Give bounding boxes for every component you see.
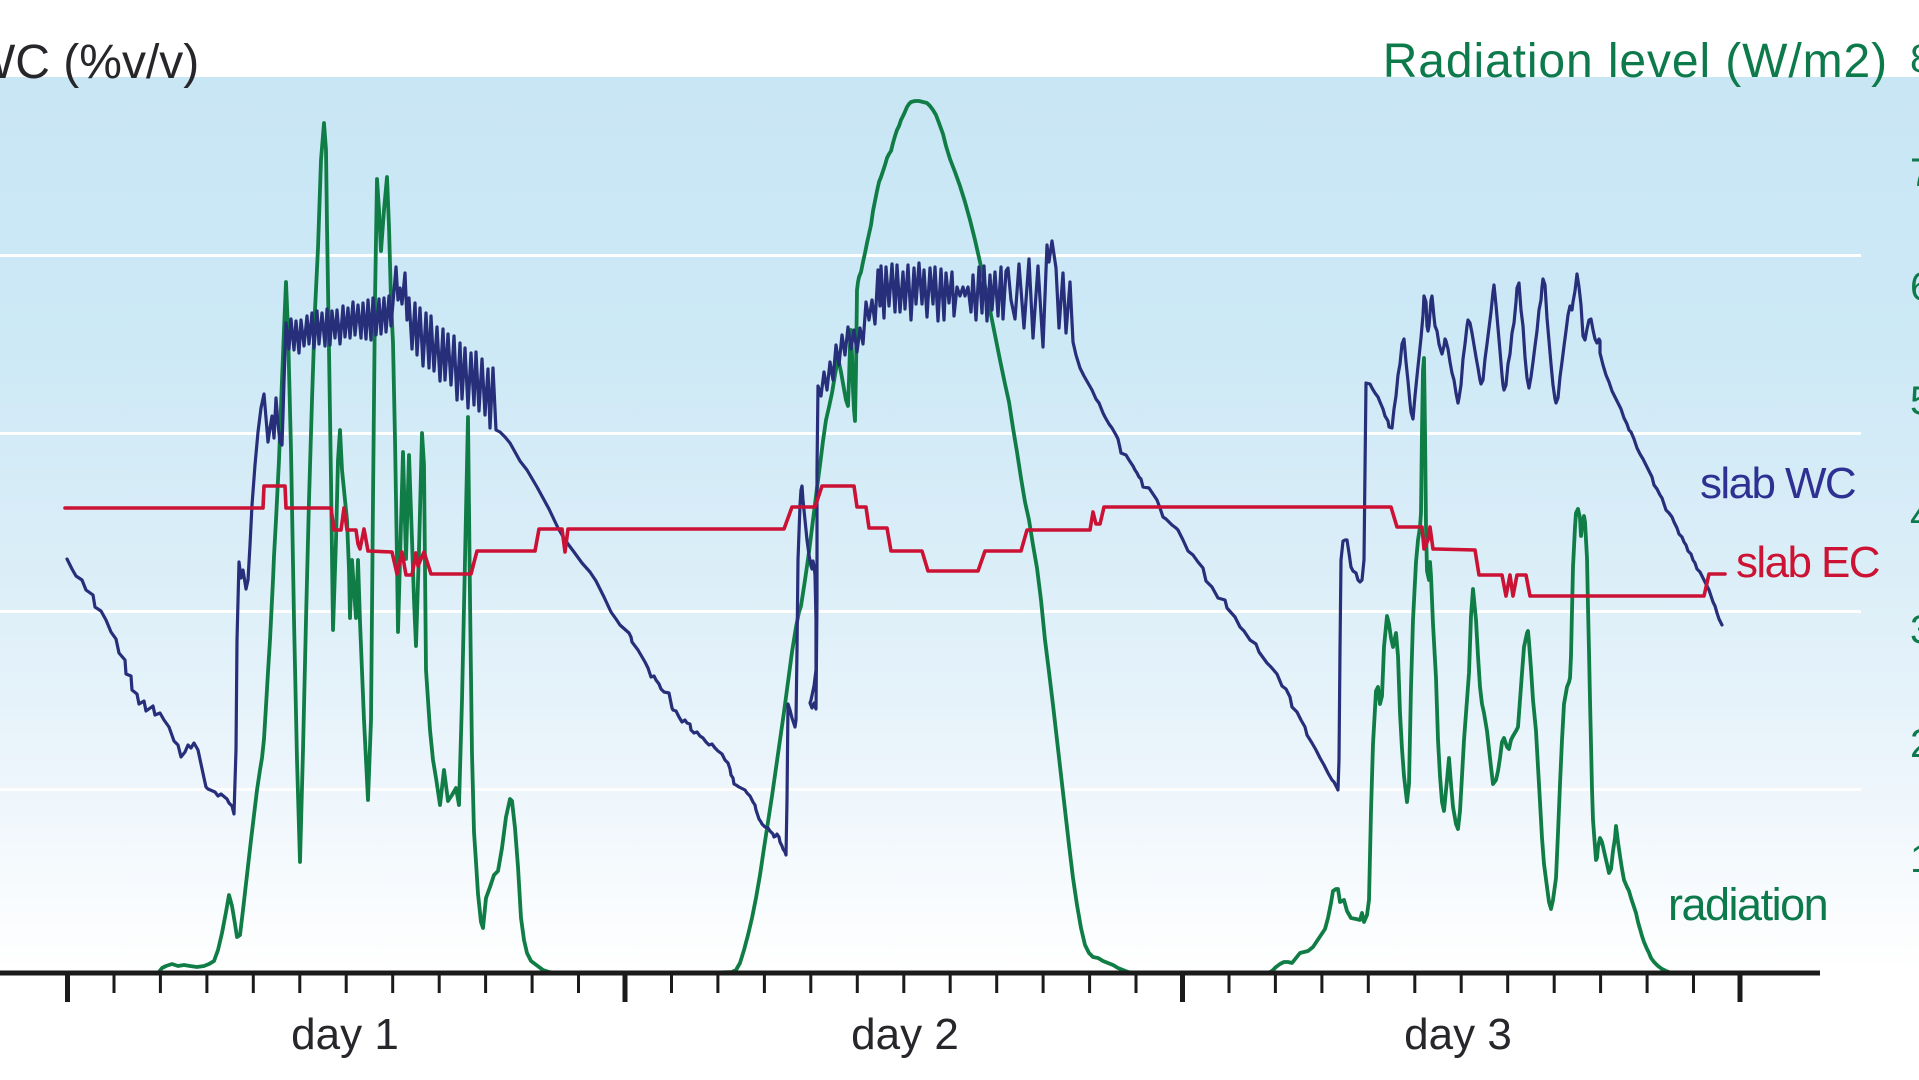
svg-text:day 2: day 2	[851, 1010, 959, 1059]
svg-text:2: 2	[1910, 722, 1919, 766]
svg-text:6: 6	[1910, 265, 1919, 309]
svg-text:WC (%v/v): WC (%v/v)	[0, 36, 199, 89]
svg-text:4: 4	[1910, 494, 1919, 538]
svg-text:Radiation level (W/m2): Radiation level (W/m2)	[1383, 35, 1888, 88]
svg-text:radiation: radiation	[1668, 879, 1827, 930]
svg-text:3: 3	[1910, 608, 1919, 652]
svg-text:day 3: day 3	[1404, 1010, 1512, 1059]
svg-text:slab EC: slab EC	[1736, 538, 1880, 587]
svg-text:1: 1	[1910, 837, 1919, 881]
svg-text:slab WC: slab WC	[1700, 459, 1856, 508]
svg-text:8: 8	[1910, 37, 1919, 81]
svg-text:day 1: day 1	[291, 1010, 399, 1059]
svg-text:5: 5	[1910, 379, 1919, 423]
svg-text:7: 7	[1910, 151, 1919, 195]
